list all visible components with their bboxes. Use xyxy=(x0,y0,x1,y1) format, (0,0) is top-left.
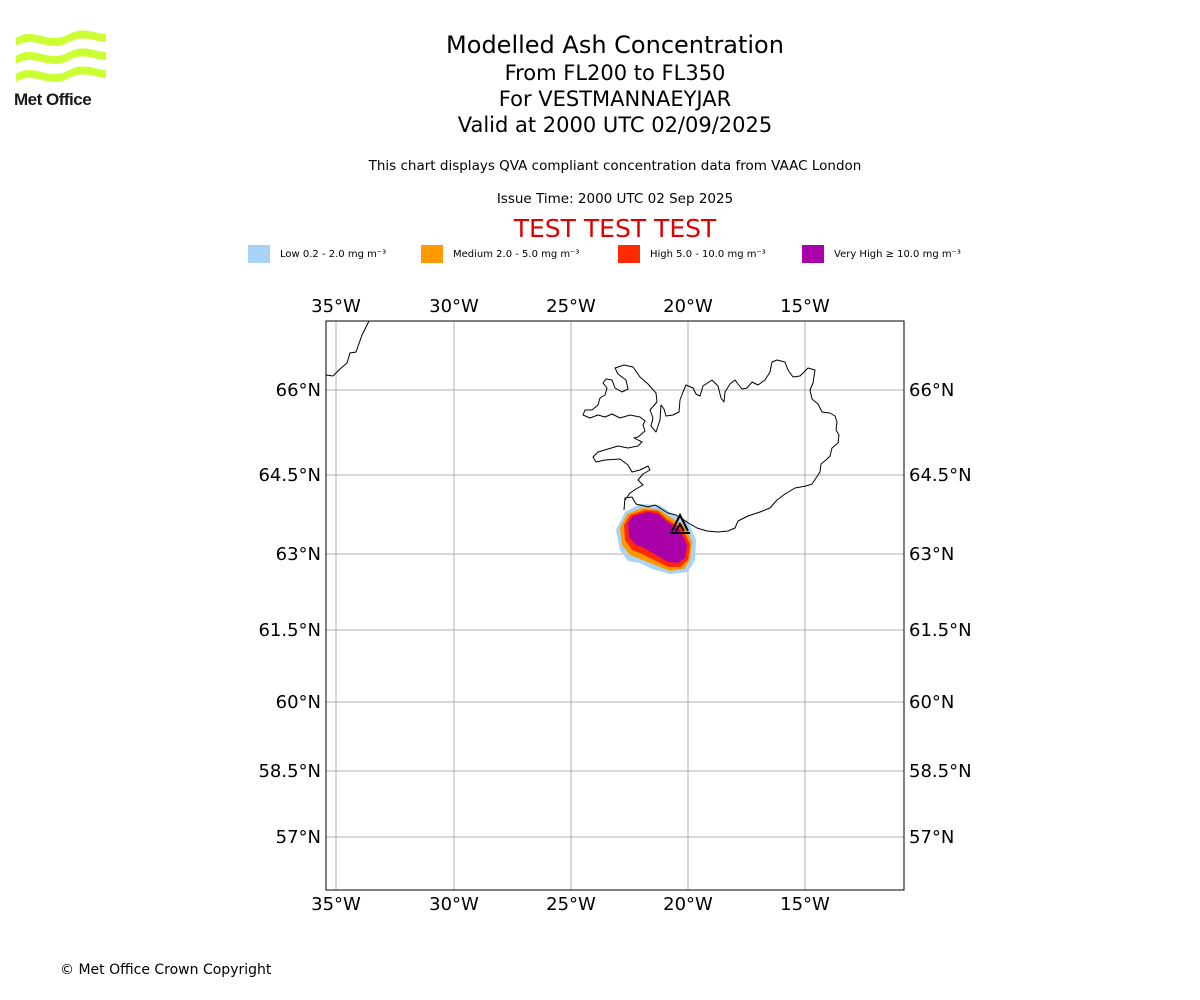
legend-swatch-very-high xyxy=(802,245,824,263)
met-office-logo: Met Office xyxy=(14,28,109,113)
lat-label-left-66n: 66°N xyxy=(276,380,321,401)
lat-label-left-60n: 60°N xyxy=(276,692,321,713)
lon-label-top-15w: 15°W xyxy=(780,296,830,317)
legend-item-very-high: Very High ≥ 10.0 mg m⁻³ xyxy=(802,245,961,263)
test-banner: TEST TEST TEST xyxy=(513,214,717,243)
lat-label-right-61-5n: 61.5°N xyxy=(909,620,972,641)
lat-label-left-58-5n: 58.5°N xyxy=(258,761,321,782)
lat-label-right-58-5n: 58.5°N xyxy=(909,761,972,782)
chart-title-block: Modelled Ash Concentration From FL200 to… xyxy=(0,30,1200,138)
concentration-legend: Low 0.2 - 2.0 mg m⁻³ Medium 2.0 - 5.0 mg… xyxy=(0,245,1200,265)
lon-label-bottom-35w: 35°W xyxy=(311,894,361,915)
iceland-coastline xyxy=(582,359,840,533)
legend-swatch-high xyxy=(618,245,640,263)
met-office-waves-icon xyxy=(16,30,106,82)
lon-label-top-20w: 20°W xyxy=(663,296,713,317)
valid-time: Valid at 2000 UTC 02/09/2025 xyxy=(457,113,773,137)
lat-label-right-64-5n: 64.5°N xyxy=(909,465,972,486)
lat-label-left-57n: 57°N xyxy=(276,827,321,848)
lon-label-top-35w: 35°W xyxy=(311,296,361,317)
issue-time: Issue Time: 2000 UTC 02 Sep 2025 xyxy=(496,191,734,207)
ash-area-very-high xyxy=(628,512,687,563)
lon-label-bottom-25w: 25°W xyxy=(546,894,596,915)
lat-label-left-64-5n: 64.5°N xyxy=(258,465,321,486)
lon-label-top-30w: 30°W xyxy=(429,296,479,317)
lat-label-left-61-5n: 61.5°N xyxy=(258,620,321,641)
legend-label-medium: Medium 2.0 - 5.0 mg m⁻³ xyxy=(453,248,580,260)
lat-label-right-66n: 66°N xyxy=(909,380,954,401)
legend-label-high: High 5.0 - 10.0 mg m⁻³ xyxy=(650,248,766,260)
lat-label-right-63n: 63°N xyxy=(909,544,954,565)
lon-label-bottom-15w: 15°W xyxy=(780,894,830,915)
gridlines xyxy=(326,321,904,890)
legend-item-medium: Medium 2.0 - 5.0 mg m⁻³ xyxy=(421,245,579,263)
met-office-logo-text: Met Office xyxy=(14,90,92,109)
lon-label-top-25w: 25°W xyxy=(546,296,596,317)
chart-subtitle: This chart displays QVA compliant concen… xyxy=(368,158,862,174)
flight-level-range: From FL200 to FL350 xyxy=(504,61,726,85)
lon-label-bottom-30w: 30°W xyxy=(429,894,479,915)
volcano-name: For VESTMANNAEYJAR xyxy=(498,87,732,111)
legend-label-very-high: Very High ≥ 10.0 mg m⁻³ xyxy=(834,248,961,260)
legend-swatch-medium xyxy=(421,245,443,263)
copyright-notice: © Met Office Crown Copyright xyxy=(60,962,272,978)
legend-item-high: High 5.0 - 10.0 mg m⁻³ xyxy=(618,245,766,263)
lat-label-right-60n: 60°N xyxy=(909,692,954,713)
volcano-marker xyxy=(670,512,690,534)
map-frame xyxy=(325,320,905,891)
legend-label-low: Low 0.2 - 2.0 mg m⁻³ xyxy=(280,248,387,260)
ash-map: 35°W 30°W 25°W 20°W 15°W 35°W 30°W 25°W … xyxy=(258,296,972,915)
legend-swatch-low xyxy=(248,245,270,263)
lon-label-bottom-20w: 20°W xyxy=(663,894,713,915)
chart-title: Modelled Ash Concentration xyxy=(446,31,784,59)
lat-label-left-63n: 63°N xyxy=(276,544,321,565)
legend-item-low: Low 0.2 - 2.0 mg m⁻³ xyxy=(248,245,386,263)
lat-label-right-57n: 57°N xyxy=(909,827,954,848)
greenland-coastline xyxy=(326,321,370,377)
